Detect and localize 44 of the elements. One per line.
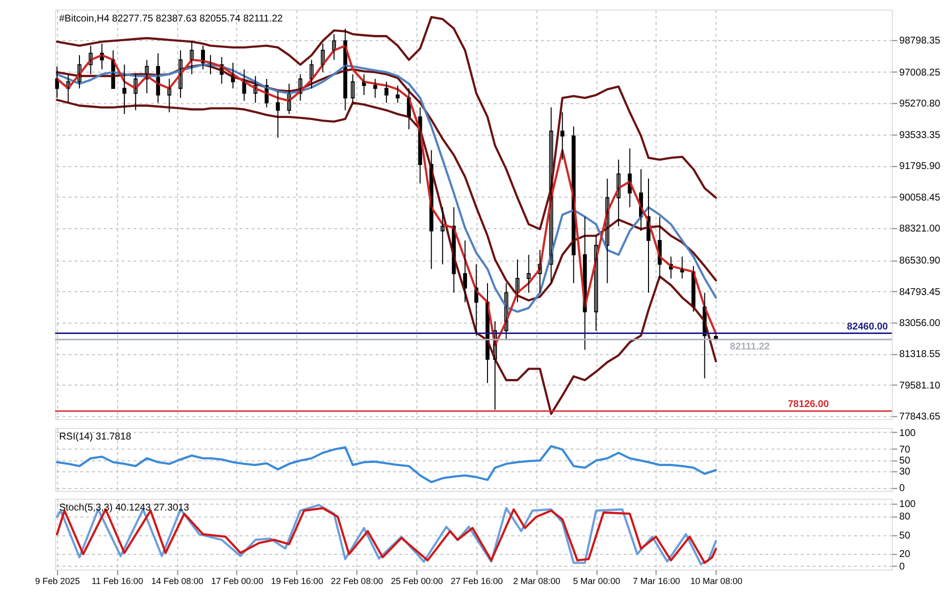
x-tick-label: 17 Feb 00:00 [211,576,264,586]
x-tick-label: 11 Feb 16:00 [92,576,144,586]
y-tick-label: 70 [899,444,911,456]
y-tick-label: 86530.90 [899,256,941,267]
y-tick-label: 88321.00 [899,223,941,234]
x-tick-label: 7 Mar 16:00 [632,576,680,586]
y-tick-label: 79581.10 [899,380,941,392]
y-tick-label: 90058.45 [899,192,941,204]
chart-title: #Bitcoin,H4 82277.75 82387.63 82055.74 82111.22 [59,13,283,24]
x-tick-label: 5 Mar 00:00 [572,576,620,586]
ref-line-label: 82460.00 [846,321,888,332]
x-tick-label: 9 Feb 2025 [35,576,80,586]
y-tick-label: 95270.80 [899,98,941,110]
x-tick-label: 10 Mar 08:00 [690,576,743,586]
y-tick-label: 30 [899,466,911,478]
ref-line-label: 78126.00 [788,399,830,410]
y-tick-label: 84793.45 [899,286,941,298]
x-tick-label: 25 Feb 00:00 [390,576,444,586]
y-tick-label: 100 [899,499,916,510]
y-tick-label: 93533.35 [899,130,941,141]
y-tick-label: 100 [899,428,916,439]
x-tick-label: 2 Mar 08:00 [513,576,560,586]
line-series [56,445,717,484]
chart-title: Stoch(5,3,3) 40.1243 27.3013 [59,502,190,514]
x-tick-label: 22 Feb 08:00 [330,576,384,586]
line-series [56,98,717,415]
y-tick-label: 0 [899,483,906,494]
y-tick-label: 50 [899,530,911,542]
y-tick-label: 77843.65 [899,412,941,423]
chart-title: RSI(14) 31.7818 [59,432,132,443]
y-tick-label: 97008.25 [899,68,941,79]
y-tick-label: 98798.35 [899,35,941,46]
ref-line-label: 82111.22 [730,341,770,352]
y-tick-label: 20 [899,548,911,560]
y-tick-label: 0 [899,561,906,572]
x-tick-label: 19 Feb 16:00 [271,576,324,586]
y-tick-label: 83056.00 [899,318,941,329]
line-series [56,16,717,230]
y-tick-label: 50 [899,455,911,466]
y-tick-label: 81318.55 [899,349,941,360]
x-tick-label: 27 Feb 16:00 [450,576,503,586]
y-tick-label: 91795.90 [899,161,941,172]
x-tick-label: 14 Feb 08:00 [151,576,204,586]
y-tick-label: 80 [899,512,911,523]
